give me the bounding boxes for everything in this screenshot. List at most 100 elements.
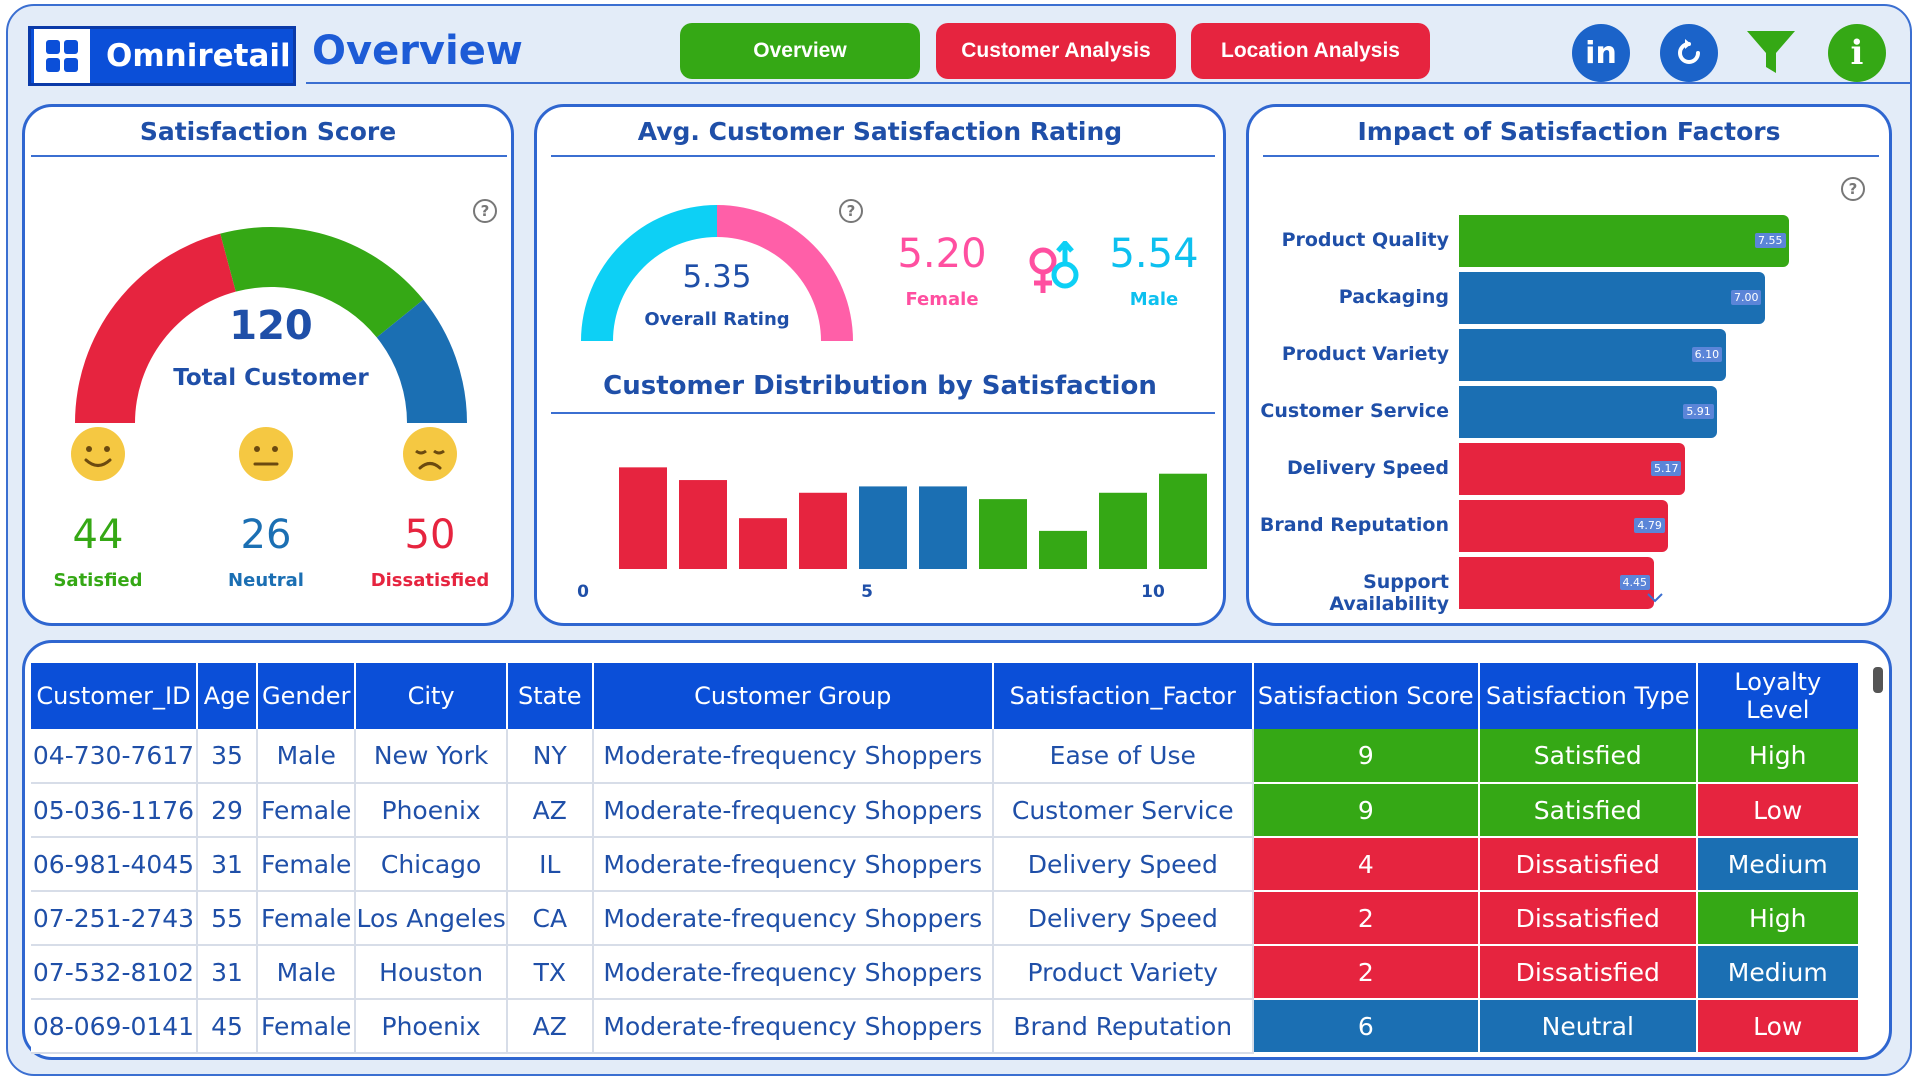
help-icon[interactable]: ? bbox=[473, 199, 497, 223]
female-rating-label: Female bbox=[905, 289, 979, 310]
factor-value-label: 7.00 bbox=[1730, 290, 1762, 305]
factor-bar[interactable] bbox=[1459, 443, 1685, 495]
impact-factors-panel: Impact of Satisfaction Factors ? Product… bbox=[1246, 104, 1892, 626]
info-icon[interactable]: i bbox=[1828, 24, 1886, 82]
table-cell: Moderate-frequency Shoppers bbox=[592, 891, 994, 946]
chevron-down-icon[interactable] bbox=[1645, 591, 1665, 605]
satisfied-count: 44 bbox=[72, 512, 124, 558]
distribution-bar[interactable] bbox=[799, 492, 847, 569]
factor-value-label: 5.91 bbox=[1683, 404, 1714, 419]
factor-value-label: 7.55 bbox=[1755, 233, 1786, 248]
table-row[interactable]: 04-730-7617 35 Male New York NY Moderate-freq… bbox=[31, 729, 1860, 784]
table-cell: 31 bbox=[197, 945, 258, 1000]
gauge-female-segment bbox=[717, 205, 853, 341]
help-icon[interactable]: ? bbox=[1841, 177, 1865, 201]
table-cell: New York bbox=[355, 729, 508, 784]
distribution-bar-chart: 0 5 10 bbox=[577, 467, 1207, 602]
column-header[interactable]: Customer Group bbox=[592, 663, 994, 729]
table-cell: Delivery Speed bbox=[992, 891, 1254, 946]
table-row[interactable]: 08-069-0141 45 Female Phoenix AZ Moderate-fre… bbox=[31, 999, 1860, 1054]
filter-icon[interactable] bbox=[1742, 24, 1800, 82]
distribution-bar[interactable] bbox=[979, 499, 1027, 569]
table-cell: 4 bbox=[1252, 837, 1480, 892]
table-header-row: Customer_ID Age Gender City State Customer Gr… bbox=[31, 663, 1860, 729]
table-scrollbar[interactable] bbox=[1873, 667, 1883, 693]
gauge-male-segment bbox=[581, 205, 717, 341]
table-cell: 35 bbox=[197, 729, 258, 784]
column-header[interactable]: Satisfaction_Factor bbox=[992, 663, 1254, 729]
column-header[interactable]: Satisfaction Score bbox=[1252, 663, 1480, 729]
page-title: Overview bbox=[312, 28, 523, 74]
distribution-bar[interactable] bbox=[619, 467, 667, 569]
column-header[interactable]: Age bbox=[197, 663, 258, 729]
avg-rating-panel: Avg. Customer Satisfaction Rating ? 5.35… bbox=[534, 104, 1226, 626]
factor-label: Support Availability bbox=[1329, 571, 1449, 615]
x-tick-label: 0 bbox=[577, 582, 589, 602]
linkedin-icon[interactable]: in bbox=[1572, 24, 1630, 82]
factor-bar[interactable] bbox=[1459, 500, 1669, 552]
distribution-bar[interactable] bbox=[859, 486, 907, 569]
table-cell: Dissatisfied bbox=[1478, 891, 1698, 946]
table-cell: Medium bbox=[1696, 837, 1860, 892]
table-cell: Moderate-frequency Shoppers bbox=[592, 945, 994, 1000]
table-row[interactable]: 07-532-8102 31 Male Houston TX Moderate-frequ… bbox=[31, 945, 1860, 1000]
x-tick-label: 5 bbox=[861, 582, 873, 602]
table-cell: Low bbox=[1696, 783, 1860, 838]
total-customer-label: Total Customer bbox=[173, 365, 369, 391]
panel-divider bbox=[551, 155, 1215, 157]
table-row[interactable]: 06-981-4045 31 Female Chicago IL Moderate-fre… bbox=[31, 837, 1860, 892]
table-row[interactable]: 05-036-1176 29 Female Phoenix AZ Moderate-fre… bbox=[31, 783, 1860, 838]
table-cell: Moderate-frequency Shoppers bbox=[592, 729, 994, 784]
table-cell: 04-730-7617 bbox=[31, 729, 198, 784]
factor-label: Packaging bbox=[1338, 286, 1449, 308]
brand-name: Omniretail bbox=[106, 38, 291, 74]
nav-customer-analysis-button[interactable]: Customer Analysis bbox=[936, 23, 1176, 79]
table-cell: 31 bbox=[197, 837, 258, 892]
distribution-bar[interactable] bbox=[1039, 530, 1087, 569]
factor-value-label: 6.10 bbox=[1691, 347, 1723, 362]
factor-label: Product Quality bbox=[1281, 229, 1449, 251]
table-cell: 07-532-8102 bbox=[31, 945, 198, 1000]
table-cell: CA bbox=[506, 891, 594, 946]
table-cell: Male bbox=[257, 729, 357, 784]
distribution-bar[interactable] bbox=[1159, 473, 1207, 569]
table-cell: 2 bbox=[1252, 945, 1480, 1000]
column-header[interactable]: State bbox=[506, 663, 594, 729]
dissatisfied-count: 50 bbox=[404, 512, 456, 558]
satisfaction-score-panel: Satisfaction Score ? 120 Total Customer … bbox=[22, 104, 514, 626]
table-cell: High bbox=[1696, 729, 1860, 784]
column-header[interactable]: City bbox=[355, 663, 508, 729]
distribution-bar[interactable] bbox=[1099, 492, 1147, 569]
sad-face-icon bbox=[403, 427, 457, 481]
table-row[interactable]: 07-251-2743 55 Female Los Angeles CA Moderate… bbox=[31, 891, 1860, 946]
distribution-bar[interactable] bbox=[679, 480, 727, 569]
customer-table: Customer_ID Age Gender City State Customer Gr… bbox=[31, 663, 1860, 1054]
table-cell: Satisfied bbox=[1478, 729, 1698, 784]
factor-bar[interactable] bbox=[1459, 329, 1726, 381]
factor-bar[interactable] bbox=[1459, 386, 1718, 438]
table-cell: Customer Service bbox=[992, 783, 1254, 838]
nav-overview-button[interactable]: Overview bbox=[680, 23, 920, 79]
table-cell: IL bbox=[506, 837, 594, 892]
column-header[interactable]: Satisfaction Type bbox=[1478, 663, 1698, 729]
distribution-bar[interactable] bbox=[919, 486, 967, 569]
refresh-icon[interactable] bbox=[1660, 24, 1718, 82]
table-cell: High bbox=[1696, 891, 1860, 946]
column-header[interactable]: Gender bbox=[257, 663, 357, 729]
impact-chart-title: Impact of Satisfaction Factors bbox=[1357, 117, 1781, 146]
factor-bar[interactable] bbox=[1459, 215, 1789, 267]
brand-badge[interactable]: Omniretail bbox=[28, 26, 296, 86]
help-icon[interactable]: ? bbox=[839, 199, 863, 223]
gauge-segment-satisfied bbox=[220, 227, 424, 338]
overall-rating-label: Overall Rating bbox=[644, 309, 790, 330]
column-header[interactable]: Customer_ID bbox=[31, 663, 198, 729]
factor-bar[interactable] bbox=[1459, 272, 1765, 324]
distribution-bar[interactable] bbox=[739, 518, 787, 569]
table-cell: Male bbox=[257, 945, 357, 1000]
nav-location-analysis-button[interactable]: Location Analysis bbox=[1191, 23, 1430, 79]
factor-value-label: 4.79 bbox=[1634, 518, 1665, 533]
column-header[interactable]: Loyalty Level bbox=[1696, 663, 1860, 729]
overall-rating-value: 5.35 bbox=[682, 259, 752, 295]
male-rating-value: 5.54 bbox=[1109, 231, 1199, 277]
x-tick-label: 10 bbox=[1141, 582, 1165, 602]
